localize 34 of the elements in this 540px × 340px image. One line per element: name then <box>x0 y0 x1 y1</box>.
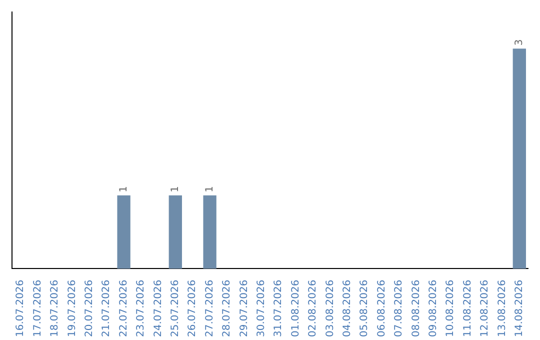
x-tick-label: 11.08.2026 <box>462 280 474 338</box>
x-tick-label: 17.07.2026 <box>32 280 44 338</box>
x-tick-label: 03.08.2026 <box>324 280 336 338</box>
data-label: 1 <box>118 186 130 192</box>
x-tick-label: 20.07.2026 <box>84 280 95 338</box>
x-tick-label: 14.08.2026 <box>514 280 525 338</box>
x-tick-label: 13.08.2026 <box>496 280 508 338</box>
x-tick-label: 02.08.2026 <box>308 280 319 338</box>
data-label: 3 <box>514 39 525 46</box>
x-tick-label: 26.07.2026 <box>187 280 198 338</box>
x-tick-label: 30.07.2026 <box>256 280 267 338</box>
x-tick-label: 04.08.2026 <box>342 280 353 338</box>
x-tick-label: 21.07.2026 <box>101 280 112 338</box>
x-tick-label: 18.07.2026 <box>50 280 61 338</box>
x-tick-label: 24.07.2026 <box>152 280 164 338</box>
data-label: 1 <box>170 186 181 192</box>
x-tick-label: 31.07.2026 <box>273 280 284 338</box>
x-tick-label: 07.08.2026 <box>394 280 405 338</box>
x-tick-label: 28.07.2026 <box>222 280 233 338</box>
x-tick-label: 09.08.2026 <box>428 280 439 338</box>
x-tick-label: 10.08.2026 <box>445 280 456 338</box>
data-label: 1 <box>204 186 216 192</box>
x-tick-label: 06.08.2026 <box>376 280 388 338</box>
x-tick-label: 08.08.2026 <box>410 280 422 338</box>
x-tick-label: 12.08.2026 <box>480 280 491 338</box>
x-tick-label: 27.07.2026 <box>204 280 216 338</box>
x-tick-label: 16.07.2026 <box>15 280 26 338</box>
x-tick-label: 23.07.2026 <box>136 280 147 338</box>
x-tick-label: 22.07.2026 <box>118 280 130 338</box>
x-tick-label: 05.08.2026 <box>359 280 370 338</box>
x-tick-label: 29.07.2026 <box>238 280 250 338</box>
x-tick-label: 25.07.2026 <box>170 280 181 338</box>
x-tick-label: 01.08.2026 <box>290 280 302 338</box>
x-tick-label: 19.07.2026 <box>66 280 78 338</box>
